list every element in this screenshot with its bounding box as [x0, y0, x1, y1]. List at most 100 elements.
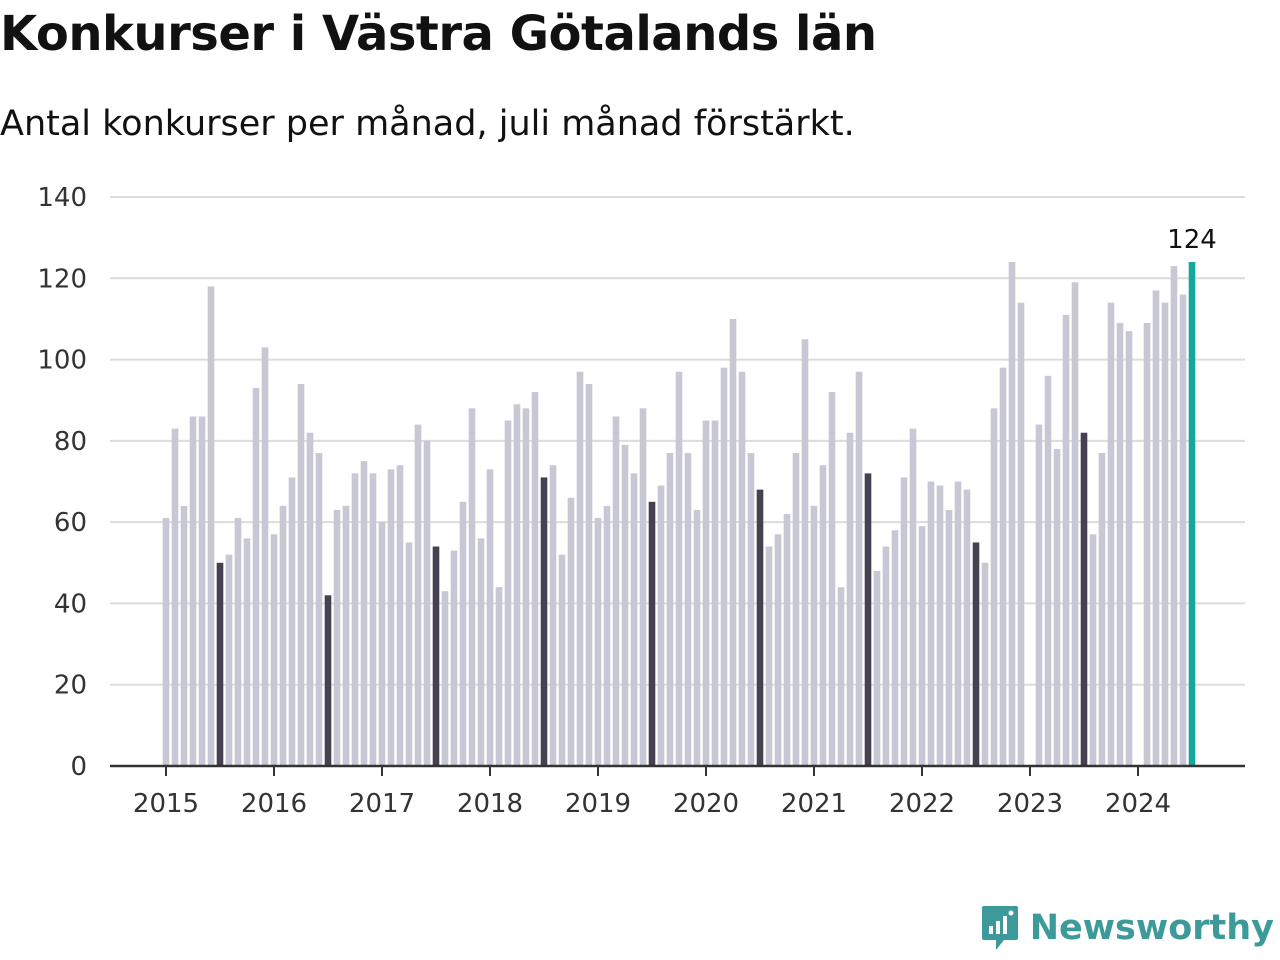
bar: [423, 440, 431, 766]
bar: [594, 518, 602, 766]
x-tick-label: 2018: [457, 789, 523, 819]
bar: [459, 501, 467, 766]
bar: [324, 595, 332, 766]
y-tick-label: 60: [54, 508, 87, 538]
bar: [333, 509, 341, 766]
bar: [1008, 262, 1016, 766]
x-tick-label: 2021: [781, 789, 847, 819]
bar: [270, 534, 278, 766]
brand-name: Newsworthy: [1029, 908, 1274, 948]
bar: [819, 465, 827, 766]
newsworthy-logo-icon: [981, 906, 1018, 950]
labels: 124: [1167, 225, 1217, 255]
bar: [639, 408, 647, 766]
newsworthy-logo: Newsworthy: [980, 904, 1274, 952]
bar: [936, 485, 944, 766]
bar: [351, 473, 359, 766]
x-tick-label: 2023: [997, 789, 1063, 819]
bar: [702, 420, 710, 766]
bars: [162, 262, 1196, 766]
bar: [675, 371, 683, 766]
bar: [882, 546, 890, 766]
y-tick-label: 120: [37, 264, 87, 294]
bar: [342, 505, 350, 766]
bar: [954, 481, 962, 766]
bar: [567, 497, 575, 766]
bar: [198, 416, 206, 766]
bar: [648, 501, 656, 766]
bar: [477, 538, 485, 766]
bar: [432, 546, 440, 766]
chart-subtitle: Antal konkurser per månad, juli månad fö…: [0, 104, 855, 144]
bar: [738, 371, 746, 766]
bar: [378, 522, 386, 766]
bar: [540, 477, 548, 766]
bar: [900, 477, 908, 766]
bar: [693, 509, 701, 766]
bar: [999, 367, 1007, 766]
bar: [1017, 302, 1025, 766]
bar: [909, 428, 917, 766]
bar: [396, 465, 404, 766]
bar: [585, 383, 593, 766]
bar: [504, 420, 512, 766]
bar: [1143, 322, 1151, 766]
bar: [873, 570, 881, 766]
bar: [1098, 453, 1106, 766]
bar: [315, 453, 323, 766]
bar: [405, 542, 413, 766]
bar: [216, 562, 224, 766]
bar: [1107, 302, 1115, 766]
x-tick-label: 2019: [565, 789, 631, 819]
bar: [684, 453, 692, 766]
bar: [864, 473, 872, 766]
bar: [414, 424, 422, 766]
bar: [207, 286, 215, 766]
bar: [972, 542, 980, 766]
bar: [630, 473, 638, 766]
bar: [666, 453, 674, 766]
bar: [1179, 294, 1187, 766]
bar: [711, 420, 719, 766]
y-tick-label: 20: [54, 671, 87, 701]
bar: [837, 587, 845, 766]
bar: [1062, 314, 1070, 766]
bar: [855, 371, 863, 766]
bar: [1080, 432, 1088, 766]
x-tick-label: 2015: [133, 789, 199, 819]
bar: [180, 505, 188, 766]
bar: [1152, 290, 1160, 766]
bar: [1116, 322, 1124, 766]
x-tick-label: 2016: [241, 789, 307, 819]
bar: [828, 392, 836, 766]
bar: [981, 562, 989, 766]
bar: [846, 432, 854, 766]
bar: [306, 432, 314, 766]
bar: [369, 473, 377, 766]
bar: [576, 371, 584, 766]
latest-value-label: 124: [1167, 225, 1217, 255]
bar: [468, 408, 476, 766]
bar: [1053, 448, 1061, 766]
x-axis: 2015 2016 2017 2018 2019 2020 2021 2022 2023 2024: [110, 764, 1245, 819]
y-tick-label: 0: [70, 752, 87, 782]
bar: [558, 554, 566, 766]
bar: [549, 465, 557, 766]
bar: [279, 505, 287, 766]
bar: [603, 505, 611, 766]
bar: [792, 453, 800, 766]
y-tick-label: 100: [37, 346, 87, 376]
bar: [1089, 534, 1097, 766]
bar: [522, 408, 530, 766]
bar: [252, 388, 260, 766]
bar: [621, 444, 629, 766]
bar: [1170, 266, 1178, 766]
y-tick-label: 140: [37, 183, 87, 213]
bar: [945, 509, 953, 766]
bar: [729, 318, 737, 766]
bar: [243, 538, 251, 766]
bar: [1161, 302, 1169, 766]
bar: [756, 489, 764, 766]
bar: [801, 339, 809, 766]
